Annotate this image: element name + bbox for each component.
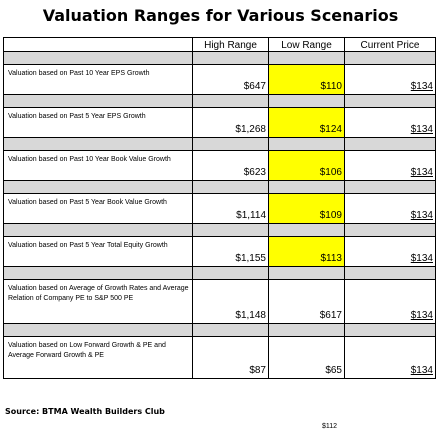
- gap-row: [3, 323, 436, 337]
- gap-cell: [344, 180, 436, 194]
- table-row: Valuation based on Past 5 Year EPS Growt…: [3, 107, 436, 138]
- gap-cell: [344, 51, 436, 65]
- row-label: Valuation based on Past 5 Year EPS Growt…: [3, 107, 193, 138]
- low-range-value: $106: [268, 150, 345, 181]
- header-blank: [3, 37, 193, 52]
- high-range-value: $1,268: [192, 107, 269, 138]
- current-price-value: $134: [344, 336, 436, 379]
- gap-cell: [3, 266, 193, 280]
- high-range-value: $87: [192, 336, 269, 379]
- gap-cell: [3, 223, 193, 237]
- current-price-value: $134: [344, 150, 436, 181]
- gap-cell: [3, 51, 193, 65]
- gap-row: [3, 223, 436, 237]
- gap-cell: [3, 94, 193, 108]
- row-label: Valuation based on Past 10 Year Book Val…: [3, 150, 193, 181]
- gap-cell: [192, 266, 269, 280]
- gap-cell: [192, 94, 269, 108]
- gap-cell: [3, 137, 193, 151]
- high-range-value: $1,155: [192, 236, 269, 267]
- gap-cell: [3, 180, 193, 194]
- current-price-value: $134: [344, 193, 436, 224]
- source-note: Source: BTMA Wealth Builders Club: [5, 407, 165, 416]
- gap-cell: [344, 94, 436, 108]
- table-row: Valuation based on Average of Growth Rat…: [3, 279, 436, 324]
- gap-cell: [344, 137, 436, 151]
- gap-cell: [192, 180, 269, 194]
- table-row: Valuation based on Past 5 Year Book Valu…: [3, 193, 436, 224]
- low-range-value: $109: [268, 193, 345, 224]
- gap-cell: [3, 323, 193, 337]
- row-label: Valuation based on Average of Growth Rat…: [3, 279, 193, 324]
- header-low-range: Low Range: [268, 37, 345, 52]
- low-range-value: $124: [268, 107, 345, 138]
- gap-cell: [192, 137, 269, 151]
- table-row: Valuation based on Low Forward Growth & …: [3, 336, 436, 379]
- gap-row: [3, 180, 436, 194]
- header-current-price: Current Price: [344, 37, 436, 52]
- gap-row: [3, 137, 436, 151]
- average-value: $112: [322, 423, 338, 430]
- chart-title: Valuation Ranges for Various Scenarios: [42, 6, 399, 25]
- gap-cell: [268, 137, 345, 151]
- row-label: Valuation based on Low Forward Growth & …: [3, 336, 193, 379]
- gap-cell: [192, 223, 269, 237]
- table-row: Valuation based on Past 10 Year EPS Grow…: [3, 64, 436, 95]
- gap-row: [3, 51, 436, 65]
- gap-cell: [344, 223, 436, 237]
- low-range-value: $113: [268, 236, 345, 267]
- high-range-value: $647: [192, 64, 269, 95]
- current-price-value: $134: [344, 64, 436, 95]
- row-label: Valuation based on Past 5 Year Book Valu…: [3, 193, 193, 224]
- table-row: Valuation based on Past 5 Year Total Equ…: [3, 236, 436, 267]
- table-row: Valuation based on Past 10 Year Book Val…: [3, 150, 436, 181]
- gap-row: [3, 266, 436, 280]
- high-range-value: $1,148: [192, 279, 269, 324]
- current-price-value: $134: [344, 236, 436, 267]
- gap-cell: [268, 266, 345, 280]
- gap-cell: [268, 94, 345, 108]
- low-range-value: $65: [268, 336, 345, 379]
- header-high-range: High Range: [192, 37, 269, 52]
- gap-cell: [268, 323, 345, 337]
- row-label: Valuation based on Past 5 Year Total Equ…: [3, 236, 193, 267]
- current-price-value: $134: [344, 107, 436, 138]
- row-label: Valuation based on Past 10 Year EPS Grow…: [3, 64, 193, 95]
- gap-cell: [344, 323, 436, 337]
- high-range-value: $1,114: [192, 193, 269, 224]
- gap-cell: [344, 266, 436, 280]
- gap-cell: [268, 180, 345, 194]
- high-range-value: $623: [192, 150, 269, 181]
- gap-row: [3, 94, 436, 108]
- low-range-value: $110: [268, 64, 345, 95]
- valuation-table: High Range Low Range Current Price Valua…: [3, 37, 436, 379]
- gap-cell: [268, 51, 345, 65]
- low-range-value: $617: [268, 279, 345, 324]
- gap-cell: [192, 323, 269, 337]
- gap-cell: [268, 223, 345, 237]
- header-row: High Range Low Range Current Price: [3, 37, 436, 52]
- gap-cell: [192, 51, 269, 65]
- current-price-value: $134: [344, 279, 436, 324]
